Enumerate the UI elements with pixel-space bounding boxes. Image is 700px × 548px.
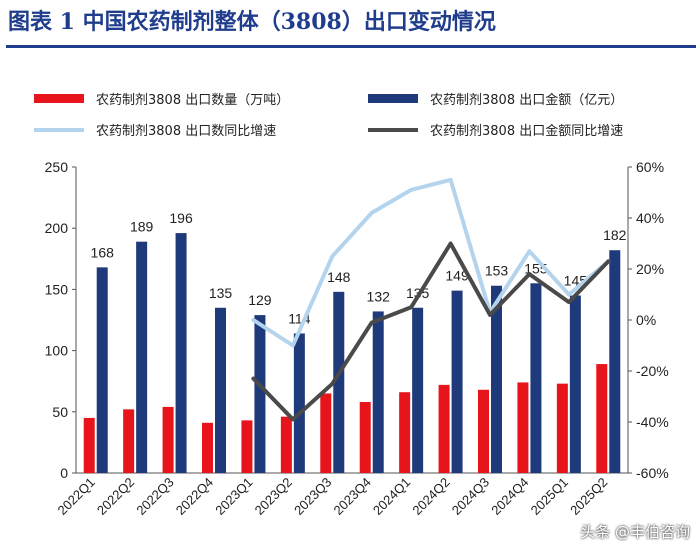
x-tick-label: 2025Q1 bbox=[528, 475, 571, 518]
bar-export-value bbox=[96, 267, 108, 473]
legend-swatch-export-volume bbox=[34, 94, 84, 103]
data-label-export-value: 135 bbox=[209, 285, 233, 301]
x-tick-label: 2024Q2 bbox=[409, 475, 452, 518]
bar-export-volume bbox=[202, 422, 213, 473]
y-left-tick-label: 50 bbox=[52, 404, 68, 420]
chart-title: 图表 1 中国农药制剂整体（3808）出口变动情况 bbox=[8, 9, 496, 35]
legend-label-export-volume: 农药制剂3808 出口数量（万吨） bbox=[96, 93, 289, 108]
bar-export-value bbox=[136, 241, 148, 473]
y-right-tick-label: 0% bbox=[636, 312, 656, 328]
bar-export-volume bbox=[438, 384, 450, 473]
legend: 农药制剂3808 出口数量（万吨） 农药制剂3808 出口金额（亿元） 农药制剂… bbox=[34, 92, 623, 139]
x-tick-label: 2023Q1 bbox=[212, 475, 255, 518]
y-left-tick-label: 100 bbox=[45, 343, 69, 359]
data-label-export-value: 132 bbox=[367, 288, 391, 304]
bar-export-value bbox=[491, 285, 502, 473]
legend-swatch-volume-growth bbox=[34, 128, 84, 132]
data-label-export-value: 148 bbox=[327, 269, 351, 285]
y-right-tick-label: -60% bbox=[636, 465, 669, 481]
y-right-tick-label: 40% bbox=[636, 210, 664, 226]
legend-label-volume-growth: 农药制剂3808 出口数同比增速 bbox=[96, 124, 276, 139]
bar-export-value bbox=[254, 315, 266, 473]
bar-export-volume bbox=[517, 382, 529, 473]
data-label-export-value: 129 bbox=[248, 292, 272, 308]
bar-export-volume bbox=[556, 383, 568, 473]
bar-export-volume bbox=[83, 417, 95, 473]
bar-export-volume bbox=[162, 406, 174, 473]
bar-export-volume bbox=[123, 409, 135, 473]
bar-export-value bbox=[412, 307, 424, 473]
legend-swatch-export-value bbox=[368, 94, 418, 103]
data-label-export-value: 189 bbox=[130, 219, 154, 235]
bar-export-value bbox=[333, 291, 345, 473]
x-tick-label: 2022Q4 bbox=[173, 475, 216, 518]
x-tick-label: 2023Q2 bbox=[252, 475, 295, 518]
x-tick-label: 2023Q3 bbox=[291, 475, 334, 518]
bar-export-value bbox=[530, 283, 542, 473]
bar-export-volume bbox=[359, 402, 371, 473]
y-left-tick-label: 200 bbox=[45, 220, 69, 236]
bar-export-volume bbox=[280, 416, 292, 473]
bar-export-value bbox=[293, 333, 305, 473]
line-volume-growth bbox=[251, 177, 611, 348]
line-value-growth bbox=[251, 241, 611, 422]
y-right-tick-label: -20% bbox=[636, 363, 669, 379]
legend-label-export-value: 农药制剂3808 出口金额（亿元） bbox=[430, 92, 623, 108]
x-tick-label: 2022Q2 bbox=[94, 475, 137, 518]
watermark: 头条 @丰伯咨询 bbox=[580, 523, 690, 541]
bar-export-volume bbox=[320, 393, 332, 473]
x-tick-label: 2024Q1 bbox=[370, 475, 413, 518]
x-tick-label: 2024Q4 bbox=[488, 475, 531, 518]
bar-export-value bbox=[175, 233, 187, 473]
bar-export-volume bbox=[596, 364, 608, 473]
bar-export-volume bbox=[478, 389, 489, 473]
x-tick-label: 2025Q2 bbox=[567, 475, 610, 518]
bar-export-volume bbox=[241, 420, 253, 473]
plot-area: 0 50 100 150 200 250 -60% -40% -20% 0% 20% 40% 60% 16… bbox=[45, 159, 669, 518]
bar-export-value bbox=[451, 290, 463, 473]
y-right-tick-label: 20% bbox=[636, 261, 664, 277]
data-label-export-value: 149 bbox=[445, 268, 469, 284]
bar-export-value bbox=[215, 307, 226, 473]
x-tick-label: 2022Q1 bbox=[55, 475, 98, 518]
legend-swatch-value-growth bbox=[368, 128, 418, 132]
x-tick-label: 2024Q3 bbox=[449, 475, 492, 518]
y-left-tick-label: 250 bbox=[45, 159, 69, 175]
data-label-export-value: 182 bbox=[603, 227, 627, 243]
bar-export-value bbox=[569, 295, 581, 473]
bar-export-value bbox=[609, 250, 621, 473]
y-left-tick-label: 150 bbox=[45, 281, 69, 297]
y-left-tick-label: 0 bbox=[60, 465, 68, 481]
data-label-export-value: 168 bbox=[91, 244, 115, 260]
bar-export-volume bbox=[399, 392, 411, 473]
data-label-export-value: 153 bbox=[485, 263, 509, 279]
y-right-tick-label: -40% bbox=[636, 414, 669, 430]
y-right-tick-label: 60% bbox=[636, 159, 664, 175]
data-label-export-value: 196 bbox=[169, 210, 193, 226]
title-rule bbox=[6, 45, 696, 48]
x-tick-label: 2023Q4 bbox=[331, 475, 374, 518]
bar-export-value bbox=[372, 311, 384, 473]
legend-label-value-growth: 农药制剂3808 出口金额同比增速 bbox=[430, 123, 623, 139]
x-tick-label: 2022Q3 bbox=[133, 475, 176, 518]
